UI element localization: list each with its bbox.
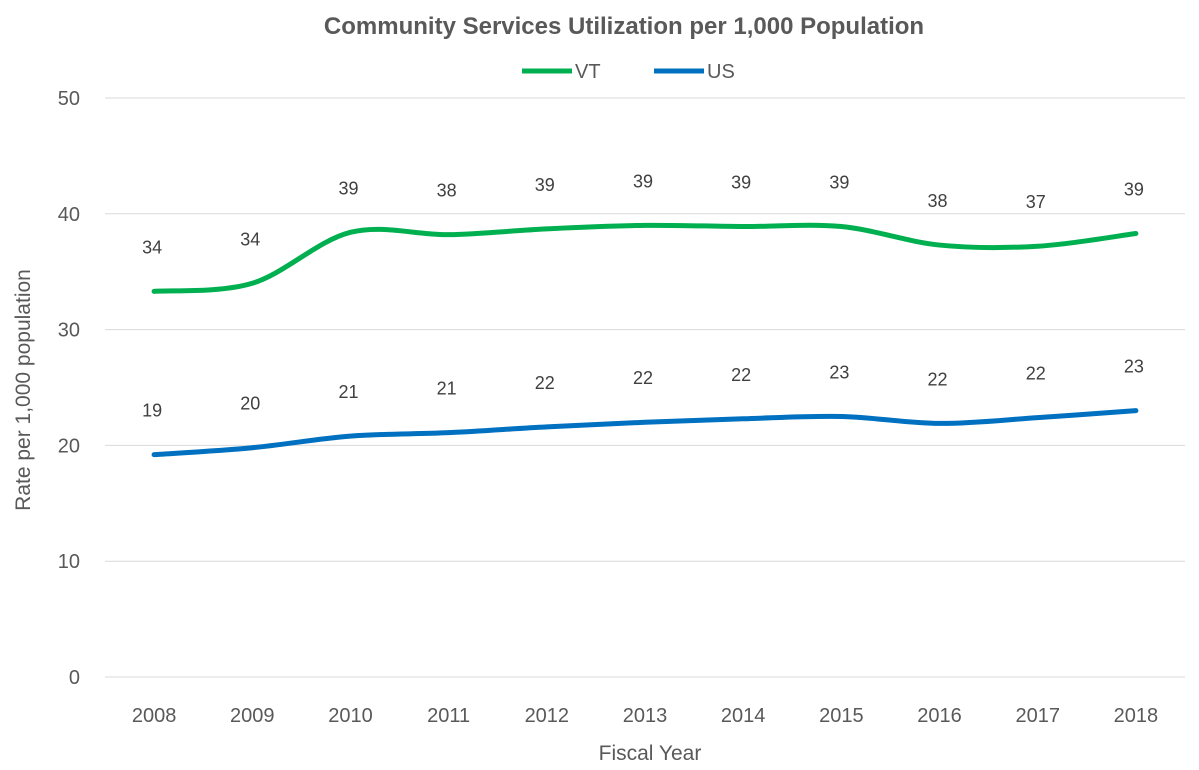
y-axis-label: Rate per 1,000 population (12, 269, 35, 511)
x-tick-label: 2016 (917, 705, 962, 727)
data-label-us: 22 (731, 365, 751, 385)
data-label-us: 21 (338, 382, 358, 402)
x-tick-label: 2012 (525, 705, 570, 727)
y-tick-label: 0 (69, 667, 80, 689)
series-lines (154, 225, 1136, 454)
x-tick-label: 2015 (819, 705, 864, 727)
data-label-us: 22 (535, 373, 555, 393)
y-tick-label: 20 (58, 435, 80, 457)
x-axis-ticks: 2008 2009 2010 2011 2012 2013 2014 2015 2016 2017… (132, 705, 1158, 727)
data-label-us: 21 (437, 379, 457, 399)
y-axis-ticks: 0 10 20 30 40 50 (58, 88, 80, 689)
data-label-us: 19 (142, 401, 162, 421)
data-labels: 34 34 39 38 39 39 39 39 38 37 39 19 20 21 21 22 22 22 23 22… (142, 171, 1144, 420)
y-tick-label: 40 (58, 204, 80, 226)
y-tick-label: 50 (58, 88, 80, 110)
series-line-vt (154, 225, 1136, 291)
y-tick-label: 30 (58, 320, 80, 342)
series-line-us (154, 411, 1136, 455)
x-tick-label: 2011 (427, 705, 470, 727)
x-axis-label: Fiscal Year (599, 742, 702, 765)
x-tick-label: 2017 (1015, 705, 1060, 727)
data-label-vt: 39 (338, 178, 358, 198)
x-tick-label: 2010 (328, 705, 373, 727)
data-label-vt: 39 (535, 175, 555, 195)
data-label-us: 23 (829, 362, 849, 382)
legend-label-us: US (707, 61, 735, 83)
data-label-vt: 39 (633, 171, 653, 191)
x-tick-label: 2013 (623, 705, 668, 727)
legend: VT US (522, 61, 735, 83)
data-label-vt: 38 (437, 181, 457, 201)
x-tick-label: 2009 (230, 705, 275, 727)
y-tick-label: 10 (58, 551, 80, 573)
data-label-vt: 38 (928, 191, 948, 211)
data-label-vt: 39 (731, 173, 751, 193)
data-label-vt: 37 (1026, 192, 1046, 212)
data-label-us: 22 (928, 369, 948, 389)
data-label-vt: 34 (142, 237, 162, 257)
data-label-vt: 34 (240, 229, 260, 249)
data-label-us: 22 (633, 368, 653, 388)
data-label-us: 23 (1124, 357, 1144, 377)
x-tick-label: 2018 (1114, 705, 1159, 727)
legend-label-vt: VT (575, 61, 601, 83)
data-label-us: 22 (1026, 364, 1046, 384)
data-label-vt: 39 (1124, 179, 1144, 199)
data-label-vt: 39 (829, 173, 849, 193)
x-tick-label: 2014 (721, 705, 766, 727)
chart-title: Community Services Utilization per 1,000… (324, 13, 924, 40)
data-label-us: 20 (240, 394, 260, 414)
x-tick-label: 2008 (132, 705, 177, 727)
